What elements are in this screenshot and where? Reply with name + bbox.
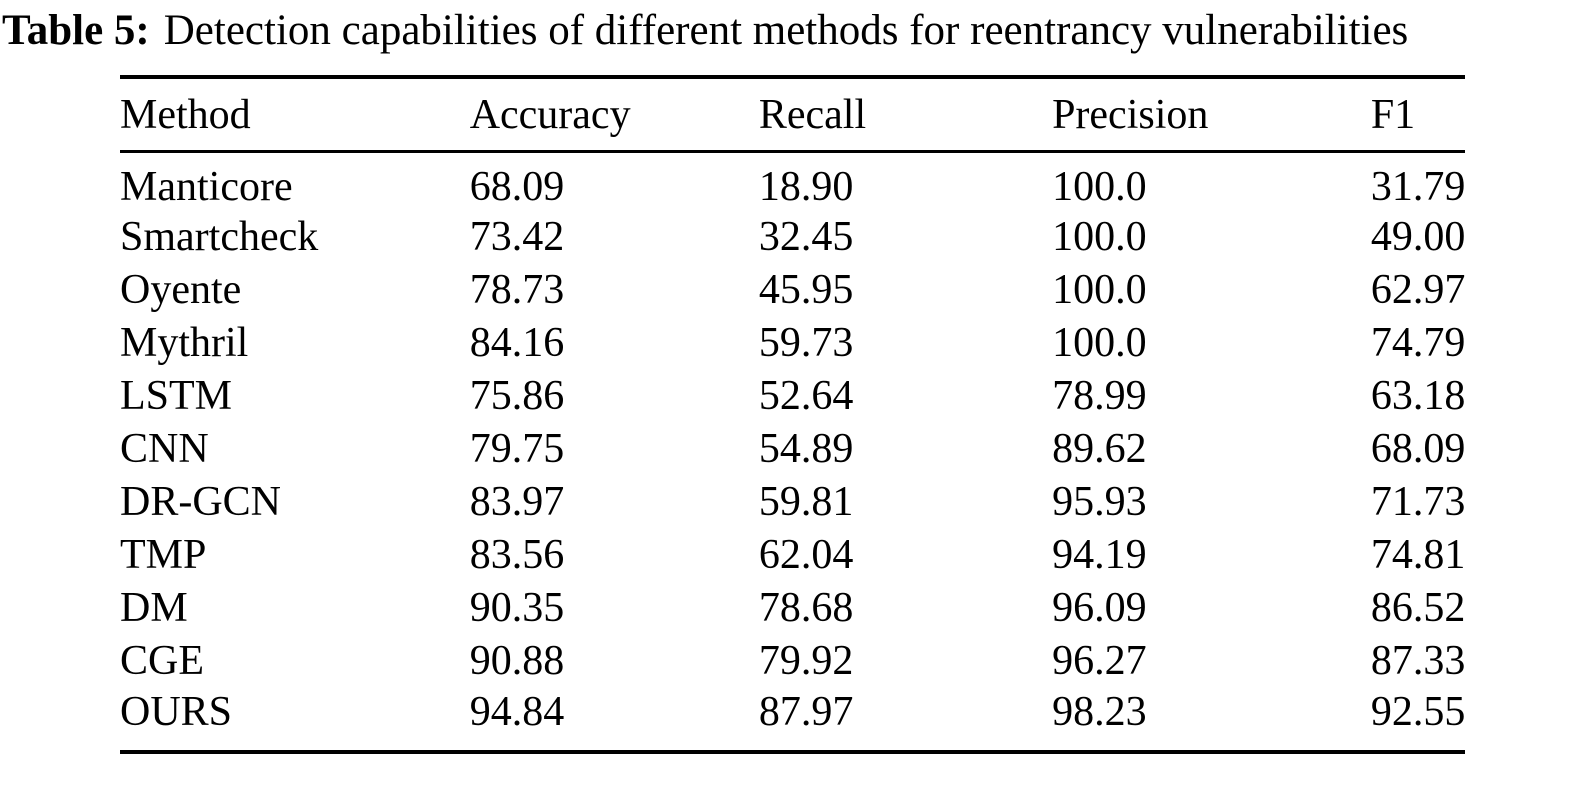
results-table: Method Accuracy Recall Precision F1 Mant… <box>120 75 1465 754</box>
col-header-accuracy: Accuracy <box>469 77 759 153</box>
table-row: DR-GCN 83.97 59.81 95.93 71.73 <box>120 476 1465 529</box>
cell-method: DM <box>120 585 188 632</box>
cell-f1: 86.52 <box>1370 585 1466 632</box>
table-row: CGE 90.88 79.92 96.27 87.33 <box>120 635 1465 688</box>
cell-accuracy: 84.16 <box>469 320 565 367</box>
caption-text: Detection capabilities of different meth… <box>163 7 1409 54</box>
cell-method: TMP <box>120 532 207 579</box>
cell-method: OURS <box>120 688 233 735</box>
cell-precision: 100.0 <box>1052 214 1147 261</box>
cell-precision: 100.0 <box>1052 267 1147 314</box>
cell-accuracy: 68.09 <box>469 163 565 210</box>
table-row: Smartcheck 73.42 32.45 100.0 49.00 <box>120 211 1465 264</box>
cell-precision: 98.23 <box>1052 688 1147 735</box>
caption-label: Table 5: <box>2 7 150 54</box>
cell-f1: 87.33 <box>1370 638 1466 685</box>
cell-f1: 31.79 <box>1370 163 1466 210</box>
table-row: Manticore 68.09 18.90 100.0 31.79 <box>120 151 1465 211</box>
col-header-method: Method <box>120 77 470 153</box>
table-row: Oyente 78.73 45.95 100.0 62.97 <box>120 264 1465 317</box>
cell-accuracy: 94.84 <box>469 688 565 735</box>
cell-f1: 62.97 <box>1370 267 1466 314</box>
cell-precision: 100.0 <box>1052 163 1147 210</box>
cell-recall: 87.97 <box>758 688 854 735</box>
table-caption: Table 5: Detection capabilities of differ… <box>0 0 1583 55</box>
cell-accuracy: 90.88 <box>469 638 565 685</box>
table-header: Method Accuracy Recall Precision F1 <box>120 77 1465 153</box>
cell-f1: 68.09 <box>1370 426 1466 473</box>
cell-f1: 74.79 <box>1370 320 1466 367</box>
header-row: Method Accuracy Recall Precision F1 <box>120 77 1465 153</box>
cell-method: Mythril <box>120 320 249 367</box>
cell-recall: 54.89 <box>758 426 854 473</box>
cell-recall: 18.90 <box>758 163 854 210</box>
cell-recall: 78.68 <box>758 585 854 632</box>
cell-method: Smartcheck <box>120 214 319 261</box>
cell-recall: 45.95 <box>758 267 854 314</box>
cell-accuracy: 90.35 <box>469 585 565 632</box>
col-header-recall: Recall <box>758 77 1053 153</box>
cell-accuracy: 78.73 <box>469 267 565 314</box>
table-row: TMP 83.56 62.04 94.19 74.81 <box>120 529 1465 582</box>
cell-method: CGE <box>120 638 204 685</box>
col-header-precision: Precision <box>1052 77 1371 153</box>
cell-recall: 32.45 <box>758 214 854 261</box>
cell-method: Oyente <box>120 267 242 314</box>
table-body: Manticore 68.09 18.90 100.0 31.79 Smartc… <box>120 151 1465 752</box>
cell-accuracy: 73.42 <box>469 214 565 261</box>
cell-f1: 49.00 <box>1370 214 1466 261</box>
cell-precision: 95.93 <box>1052 479 1147 526</box>
cell-accuracy: 83.97 <box>469 479 565 526</box>
cell-method: CNN <box>120 426 209 473</box>
table-row: DM 90.35 78.68 96.09 86.52 <box>120 582 1465 635</box>
cell-f1: 63.18 <box>1370 373 1466 420</box>
table-row: Mythril 84.16 59.73 100.0 74.79 <box>120 317 1465 370</box>
cell-accuracy: 75.86 <box>469 373 565 420</box>
col-header-f1: F1 <box>1370 77 1465 153</box>
cell-f1: 92.55 <box>1370 688 1466 735</box>
cell-accuracy: 83.56 <box>469 532 565 579</box>
cell-precision: 94.19 <box>1052 532 1147 579</box>
cell-precision: 78.99 <box>1052 373 1147 420</box>
table-row: LSTM 75.86 52.64 78.99 63.18 <box>120 370 1465 423</box>
cell-method: DR-GCN <box>120 479 282 526</box>
cell-precision: 96.09 <box>1052 585 1147 632</box>
cell-accuracy: 79.75 <box>469 426 565 473</box>
cell-precision: 96.27 <box>1052 638 1147 685</box>
cell-f1: 71.73 <box>1370 479 1466 526</box>
cell-precision: 89.62 <box>1052 426 1147 473</box>
table-row: OURS 94.84 87.97 98.23 92.55 <box>120 688 1465 752</box>
cell-recall: 59.73 <box>758 320 854 367</box>
cell-recall: 59.81 <box>758 479 854 526</box>
cell-recall: 79.92 <box>758 638 854 685</box>
table-row: CNN 79.75 54.89 89.62 68.09 <box>120 423 1465 476</box>
cell-recall: 62.04 <box>758 532 854 579</box>
cell-method: Manticore <box>120 163 293 210</box>
cell-precision: 100.0 <box>1052 320 1147 367</box>
cell-method: LSTM <box>120 373 233 420</box>
cell-recall: 52.64 <box>758 373 854 420</box>
table-figure: Table 5: Detection capabilities of differ… <box>0 0 1583 754</box>
cell-f1: 74.81 <box>1370 532 1466 579</box>
